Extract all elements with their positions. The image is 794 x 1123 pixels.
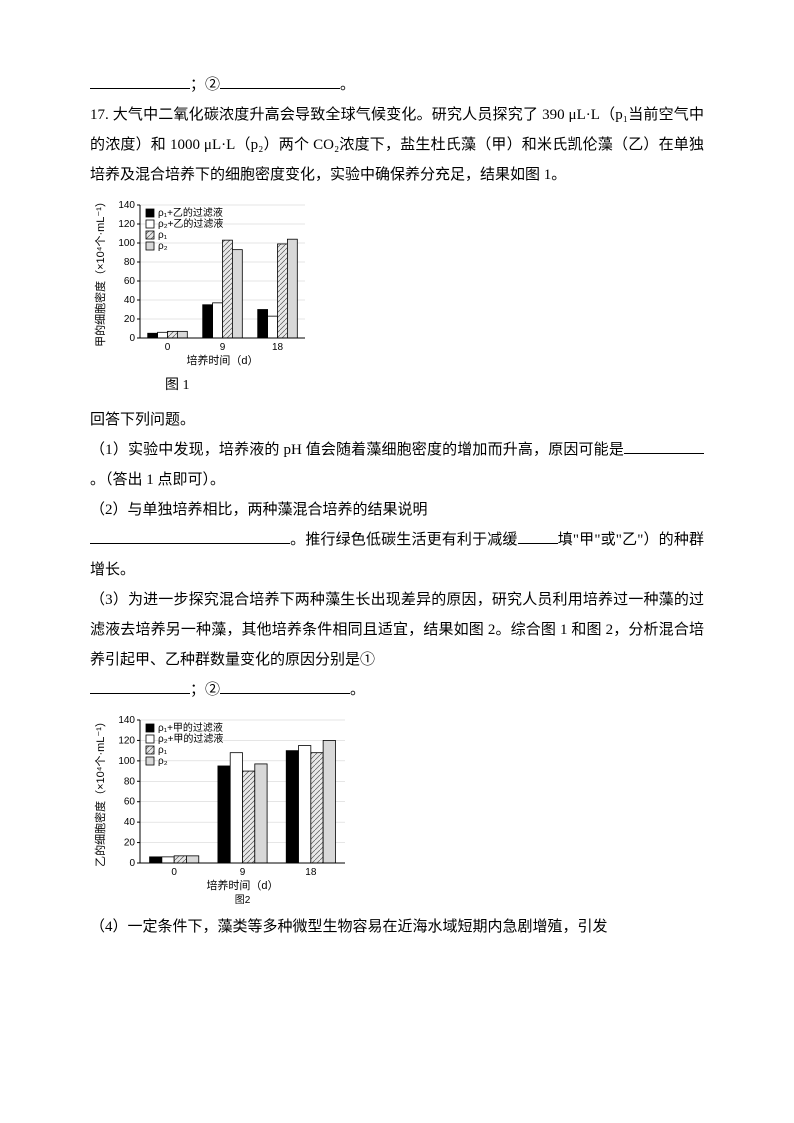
line1-suffix: 。 (340, 77, 355, 93)
svg-text:80: 80 (124, 257, 136, 268)
svg-text:60: 60 (124, 276, 136, 287)
blank-q1 (624, 438, 704, 454)
svg-text:乙的细胞密度（×10⁴个·mL⁻¹）: 乙的细胞密度（×10⁴个·mL⁻¹） (93, 716, 107, 867)
svg-text:60: 60 (124, 797, 136, 808)
q1-b: 。（答出 1 点即可）。 (90, 472, 225, 488)
svg-text:140: 140 (118, 715, 135, 726)
svg-text:0: 0 (165, 342, 171, 353)
figure-1: 0 20 40 60 80 100 120 140 0 9 18 培养时间（d） 甲的细胞密度（×10⁴… (90, 200, 704, 400)
fig1-caption: 图 1 (165, 372, 704, 400)
svg-text:甲的细胞密度（×10⁴个·mL⁻¹）: 甲的细胞密度（×10⁴个·mL⁻¹） (93, 200, 107, 347)
svg-text:120: 120 (118, 735, 135, 746)
q2: （2）与单独培养相比，两种藻混合培养的结果说明 。推行绿色低碳生活更有利于减缓填… (90, 495, 704, 585)
line1-prefix: ；② (190, 77, 220, 93)
q3-b: ；② (190, 682, 220, 698)
blank-q3-2 (220, 678, 350, 694)
q3-a: （3）为进一步探究混合培养下两种藻生长出现差异的原因，研究人员利用培养过一种藻的… (90, 592, 704, 668)
q2-a: （2）与单独培养相比，两种藻混合培养的结果说明 (90, 502, 428, 518)
svg-text:图2: 图2 (235, 894, 251, 906)
q1-a: （1）实验中发现，培养液的 pH 值会随着藻细胞密度的增加而升高，原因可能是 (90, 442, 624, 458)
blank-q2-2 (518, 528, 558, 544)
q17-intro: 17. 大气中二氧化碳浓度升高会导致全球气候变化。研究人员探究了 390 μL·… (90, 100, 704, 190)
chart2-holder: 0 20 40 60 80 100 120 140 0 9 18 培养时间（d） 图2 乙的细胞密度（×1… (90, 715, 704, 907)
svg-text:ρ₂: ρ₂ (158, 241, 168, 252)
svg-text:80: 80 (124, 776, 136, 787)
svg-text:培养时间（d）: 培养时间（d） (206, 878, 278, 892)
q1: （1）实验中发现，培养液的 pH 值会随着藻细胞密度的增加而升高，原因可能是。（… (90, 435, 704, 495)
svg-text:20: 20 (124, 314, 136, 325)
svg-text:40: 40 (124, 817, 136, 828)
svg-text:100: 100 (118, 756, 135, 767)
svg-text:ρ₂+乙的过滤液: ρ₂+乙的过滤液 (158, 217, 223, 230)
blank-2 (220, 73, 340, 89)
q4: （4）一定条件下，藻类等多种微型生物容易在近海水域短期内急剧增殖，引发 (90, 912, 704, 942)
svg-text:9: 9 (220, 342, 226, 353)
svg-text:0: 0 (129, 333, 135, 344)
svg-text:100: 100 (118, 238, 135, 249)
svg-text:培养时间（d）: 培养时间（d） (186, 353, 258, 367)
figure-2: 0 20 40 60 80 100 120 140 0 9 18 培养时间（d） 图2 乙的细胞密度（×1… (90, 715, 704, 907)
svg-text:ρ₁: ρ₁ (158, 230, 168, 241)
svg-text:0: 0 (129, 858, 135, 869)
svg-text:ρ₁+乙的过滤液: ρ₁+乙的过滤液 (158, 206, 223, 219)
svg-text:18: 18 (305, 867, 317, 878)
svg-text:ρ₁+甲的过滤液: ρ₁+甲的过滤液 (158, 721, 223, 734)
svg-text:ρ₂: ρ₂ (158, 756, 168, 767)
document-page: ；② 。 17. 大气中二氧化碳浓度升高会导致全球气候变化。研究人员探究了 390… (0, 0, 794, 982)
blank-q2-1 (90, 528, 290, 544)
svg-text:ρ₁: ρ₁ (158, 745, 168, 756)
svg-text:ρ₂+甲的过滤液: ρ₂+甲的过滤液 (158, 732, 223, 745)
svg-text:120: 120 (118, 219, 135, 230)
svg-text:9: 9 (240, 867, 246, 878)
chart1-holder: 0 20 40 60 80 100 120 140 0 9 18 培养时间（d） 甲的细胞密度（×10⁴… (90, 200, 704, 370)
svg-text:20: 20 (124, 838, 136, 849)
blank-1 (90, 73, 190, 89)
svg-text:140: 140 (118, 200, 135, 211)
q2-b: 。推行绿色低碳生活更有利于减缓 (290, 532, 518, 548)
blank-q3-1 (90, 678, 190, 694)
svg-text:40: 40 (124, 295, 136, 306)
answer-prompt: 回答下列问题。 (90, 405, 704, 435)
line1: ；② 。 (90, 70, 704, 100)
svg-text:0: 0 (171, 867, 177, 878)
svg-text:18: 18 (272, 342, 284, 353)
q3-c: 。 (350, 682, 365, 698)
q3: （3）为进一步探究混合培养下两种藻生长出现差异的原因，研究人员利用培养过一种藻的… (90, 585, 704, 705)
